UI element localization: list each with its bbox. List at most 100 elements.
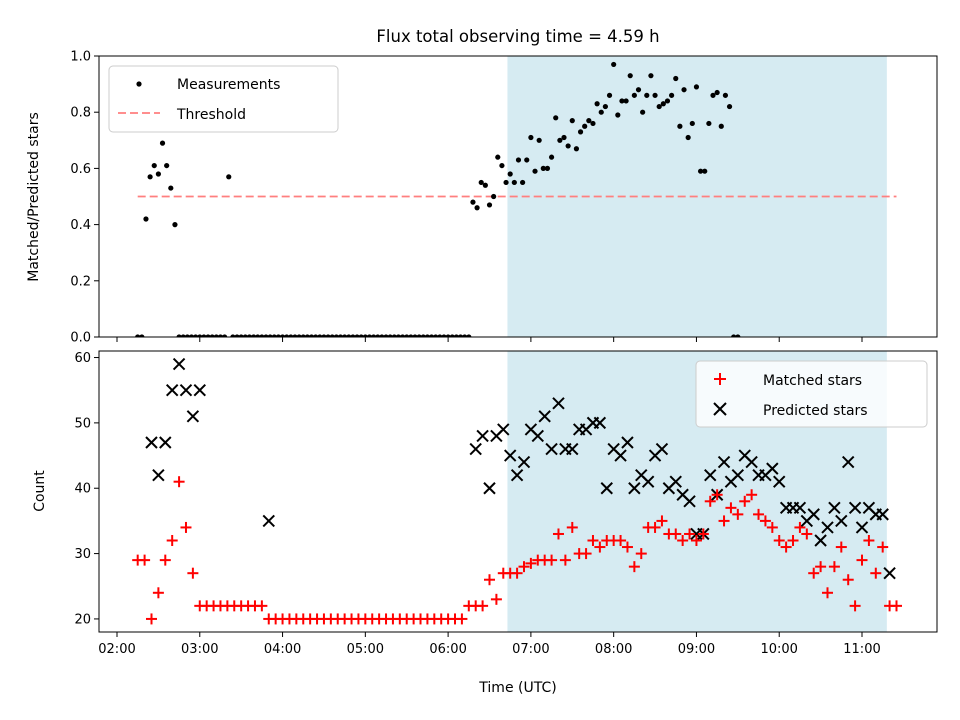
predicted-star-point	[483, 482, 496, 495]
legend-measurements-label: Measurements	[177, 77, 280, 93]
measurement-point	[466, 334, 472, 337]
measurement-point	[296, 334, 302, 337]
predicted-star-points	[145, 357, 896, 580]
top-frame	[98, 55, 938, 338]
measurement-point	[234, 334, 240, 337]
predicted-star-point	[793, 501, 807, 515]
measurement-point	[449, 334, 455, 337]
measurement-point	[536, 137, 542, 143]
measurement-point	[263, 334, 269, 337]
predicted-star-point	[683, 495, 696, 508]
measurement-point	[697, 168, 704, 174]
measurement-point	[143, 216, 149, 222]
predicted-star-point	[469, 442, 482, 456]
measurement-point	[835, 0, 840, 3]
measurement-point	[722, 92, 729, 98]
measurement-point	[304, 334, 310, 337]
measurement-point	[623, 98, 629, 104]
x-tick-label: 08:00	[595, 642, 632, 657]
measurement-point	[731, 334, 737, 337]
predicted-star-point	[855, 521, 869, 534]
measurement-point	[644, 92, 650, 98]
measurement-point	[155, 171, 161, 177]
measurement-point	[830, 0, 835, 3]
predicted-star-point	[172, 357, 186, 371]
measurement-point	[259, 334, 265, 337]
measurement-point	[437, 334, 443, 337]
measurement-point	[548, 154, 555, 160]
predicted-star-point	[704, 468, 717, 482]
matched-star-point	[856, 554, 868, 566]
top-panel: 0.0 0.2 0.4 0.6 0.8 1.0 Matched/Predicted sta…	[26, 0, 938, 346]
matched-star-point	[732, 508, 744, 520]
measurement-point	[594, 101, 600, 107]
measurement-point	[188, 334, 195, 337]
chart-title: Flux total observing time = 4.59 h	[376, 27, 659, 46]
matched-star-point	[187, 567, 199, 579]
matched-star-point	[656, 515, 668, 527]
predicted-star-point	[814, 534, 827, 547]
measurement-point	[342, 334, 348, 337]
predicted-star-point	[655, 442, 669, 456]
predicted-star-point	[531, 429, 544, 443]
measurement-point	[772, 0, 777, 3]
predicted-star-point	[545, 442, 558, 456]
measurement-point	[515, 157, 522, 163]
measurement-point	[544, 165, 551, 171]
legend-matched-marker	[714, 373, 726, 385]
measurement-point	[139, 334, 145, 337]
measurement-point	[420, 334, 426, 337]
predicted-star-point	[669, 475, 682, 488]
matched-star-point	[746, 489, 758, 501]
matched-star-point	[759, 515, 771, 527]
measurement-point	[135, 334, 141, 337]
matched-star-point	[787, 535, 799, 547]
measurement-point	[238, 334, 244, 337]
measurement-point	[714, 89, 720, 96]
measurement-point	[279, 334, 286, 337]
matched-star-point	[139, 554, 151, 566]
measurement-point	[744, 0, 749, 3]
top-y-tick-label: 0.4	[70, 218, 91, 233]
measurement-point	[164, 162, 170, 169]
measurement-point	[399, 334, 406, 337]
measurement-point	[839, 0, 844, 3]
measurement-point	[702, 168, 708, 174]
measurement-point	[756, 0, 761, 3]
measurement-point	[462, 334, 468, 337]
measurement-point	[806, 0, 811, 3]
predicted-star-point	[262, 514, 275, 528]
measurement-point	[321, 334, 327, 337]
measurement-point	[333, 334, 339, 337]
measurement-point	[673, 75, 679, 82]
measurement-point	[317, 334, 323, 337]
matched-star-point	[594, 541, 606, 553]
measurement-point	[499, 162, 505, 169]
measurement-point	[433, 334, 439, 337]
matched-star-point	[166, 535, 178, 547]
matched-star-point	[835, 541, 847, 553]
measurement-point	[226, 174, 232, 180]
predicted-star-point	[165, 384, 179, 397]
measurement-point	[764, 0, 769, 3]
matched-star-point	[145, 613, 157, 625]
predicted-star-point	[766, 462, 779, 475]
measurement-point	[859, 0, 864, 3]
matched-star-point	[525, 557, 537, 569]
matched-star-point	[635, 548, 647, 560]
measurement-point	[151, 162, 157, 169]
matched-star-point	[173, 476, 185, 488]
measurement-point	[789, 0, 794, 3]
measurement-point	[300, 334, 306, 337]
predicted-star-point	[193, 384, 206, 397]
matched-star-point	[677, 535, 689, 547]
measurement-point	[664, 98, 671, 104]
measurement-point	[818, 0, 823, 3]
bottom-panel: 20 30 40 50 60 02:00 03:00 04:00 05:00 06:00 07:0…	[32, 350, 938, 696]
measurement-point	[577, 129, 584, 135]
matched-star-point	[718, 515, 730, 527]
predicted-star-point	[159, 436, 172, 449]
measurement-point	[652, 92, 658, 98]
measurement-point	[230, 334, 236, 337]
matched-star-point	[828, 561, 840, 573]
